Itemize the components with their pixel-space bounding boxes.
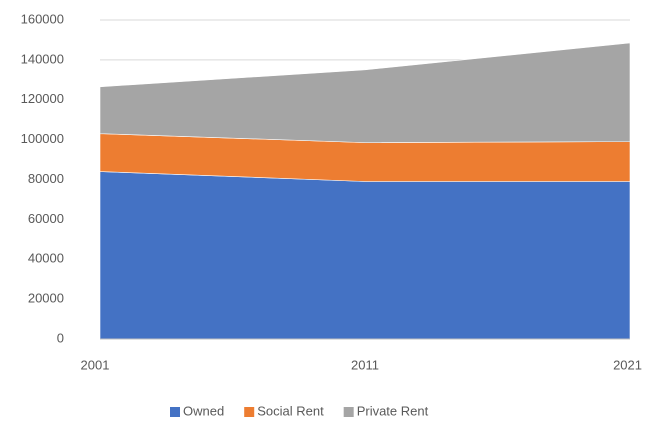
legend-label: Social Rent <box>257 403 324 418</box>
y-tick-label: 0 <box>57 330 64 345</box>
legend-swatch <box>244 407 255 417</box>
y-tick-label: 120000 <box>21 91 64 106</box>
y-tick-label: 160000 <box>21 11 64 26</box>
y-tick-label: 20000 <box>28 291 64 306</box>
x-tick-label: 2011 <box>351 357 379 372</box>
x-tick-label: 2021 <box>613 357 642 372</box>
y-tick-label: 100000 <box>21 131 64 146</box>
y-tick-label: 80000 <box>28 171 64 186</box>
y-tick-label: 140000 <box>21 51 64 66</box>
area <box>99 171 631 340</box>
legend-swatch <box>170 407 180 417</box>
area <box>99 42 631 143</box>
legend-label: Owned <box>183 403 224 418</box>
y-tick-label: 40000 <box>28 251 64 266</box>
x-tick-label: 2001 <box>81 357 110 372</box>
y-tick-label: 60000 <box>28 211 64 226</box>
legend-label: Private Rent <box>357 403 429 418</box>
legend-swatch <box>343 407 354 417</box>
